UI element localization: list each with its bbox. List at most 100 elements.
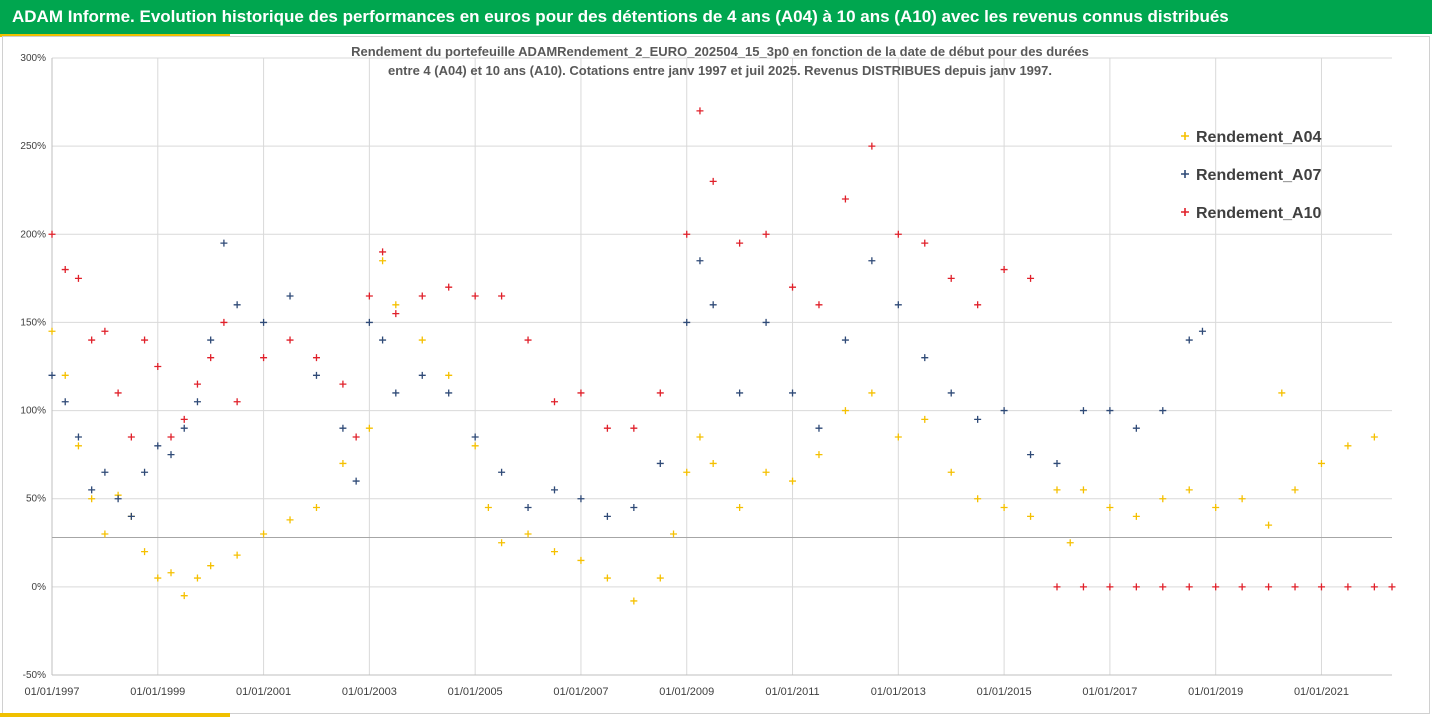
data-point <box>61 371 69 379</box>
data-point <box>696 107 704 115</box>
data-point <box>921 239 929 247</box>
data-point <box>762 468 770 476</box>
data-point <box>339 459 347 467</box>
data-point <box>127 512 135 520</box>
data-point <box>709 301 717 309</box>
data-point <box>61 398 69 406</box>
data-point <box>352 477 360 485</box>
data-point <box>1278 389 1286 397</box>
data-point <box>392 301 400 309</box>
series-3 <box>48 107 1396 591</box>
data-point <box>683 318 691 326</box>
data-point <box>1238 495 1246 503</box>
chart-title-bar: ADAM Informe. Evolution historique des p… <box>0 0 1432 34</box>
data-point <box>1000 504 1008 512</box>
data-point <box>445 389 453 397</box>
data-point <box>1106 504 1114 512</box>
plot-area <box>48 107 1396 605</box>
data-point <box>603 424 611 432</box>
y-tick-label: 300% <box>20 53 46 64</box>
data-point <box>193 574 201 582</box>
data-point <box>762 318 770 326</box>
y-tick-label: 50% <box>26 494 46 505</box>
gridlines <box>51 57 1392 676</box>
data-point <box>1212 583 1220 591</box>
data-point <box>947 274 955 282</box>
data-point <box>683 468 691 476</box>
bottom-accent-bar <box>0 713 230 717</box>
data-point <box>101 530 109 538</box>
data-point <box>1291 486 1299 494</box>
y-tick-label: -50% <box>23 670 46 681</box>
x-tick-label: 01/01/2017 <box>1082 686 1137 698</box>
data-point <box>524 504 532 512</box>
data-point <box>1027 512 1035 520</box>
x-tick-label: 01/01/2007 <box>553 686 608 698</box>
y-tick-label: 250% <box>20 141 46 152</box>
data-point <box>154 363 162 370</box>
data-point <box>630 504 638 512</box>
data-point <box>154 574 162 582</box>
data-point <box>233 551 241 559</box>
data-point <box>127 433 135 441</box>
data-point <box>947 389 955 397</box>
data-point <box>74 442 82 450</box>
data-point <box>498 468 506 476</box>
data-point <box>815 451 823 459</box>
data-point <box>74 433 82 441</box>
data-point <box>1053 486 1061 494</box>
data-point <box>260 530 268 538</box>
data-point <box>286 292 294 300</box>
data-point <box>207 562 215 570</box>
data-point <box>656 574 664 582</box>
data-point <box>74 274 82 282</box>
data-point <box>1132 424 1140 432</box>
data-point <box>471 433 479 441</box>
data-point <box>141 548 149 556</box>
data-point <box>207 354 215 362</box>
y-axis: 300% 250% 200% 150% 100% 50% 0% -50% <box>20 53 46 681</box>
data-point <box>1079 486 1087 494</box>
data-point <box>1317 583 1325 591</box>
data-point <box>696 257 704 265</box>
data-point <box>1291 583 1299 591</box>
x-tick-label: 01/01/1997 <box>24 686 79 698</box>
data-point <box>709 177 717 185</box>
data-point <box>894 301 902 309</box>
data-point <box>484 504 492 512</box>
data-point <box>603 512 611 520</box>
data-point <box>48 327 56 335</box>
data-point <box>352 433 360 441</box>
data-point <box>1106 407 1114 415</box>
data-point <box>312 354 320 362</box>
data-point <box>577 556 585 564</box>
data-point <box>524 336 532 344</box>
data-point <box>736 389 744 397</box>
data-point <box>167 569 175 577</box>
x-axis: 01/01/1997 01/01/1999 01/01/2001 01/01/2003… <box>24 686 1349 698</box>
x-tick-label: 01/01/2015 <box>977 686 1032 698</box>
data-point <box>762 230 770 238</box>
data-point <box>114 389 122 397</box>
x-tick-label: 01/01/2011 <box>765 686 819 698</box>
data-point <box>1132 512 1140 520</box>
data-point <box>207 336 215 344</box>
data-point <box>154 442 162 450</box>
data-point <box>789 283 797 291</box>
data-point <box>379 257 387 265</box>
data-point <box>193 380 201 388</box>
x-tick-label: 01/01/2005 <box>448 686 503 698</box>
data-point <box>1198 327 1206 335</box>
y-tick-label: 100% <box>20 406 46 417</box>
data-point <box>1185 583 1193 591</box>
data-point <box>445 283 453 291</box>
data-point <box>1053 459 1061 467</box>
chart-frame <box>2 36 1430 714</box>
data-point <box>1265 583 1273 591</box>
data-point <box>736 504 744 512</box>
legend-marker <box>1181 208 1189 216</box>
data-point <box>974 301 982 309</box>
data-point <box>630 424 638 432</box>
y-tick-label: 0% <box>32 582 47 593</box>
data-point <box>233 301 241 309</box>
